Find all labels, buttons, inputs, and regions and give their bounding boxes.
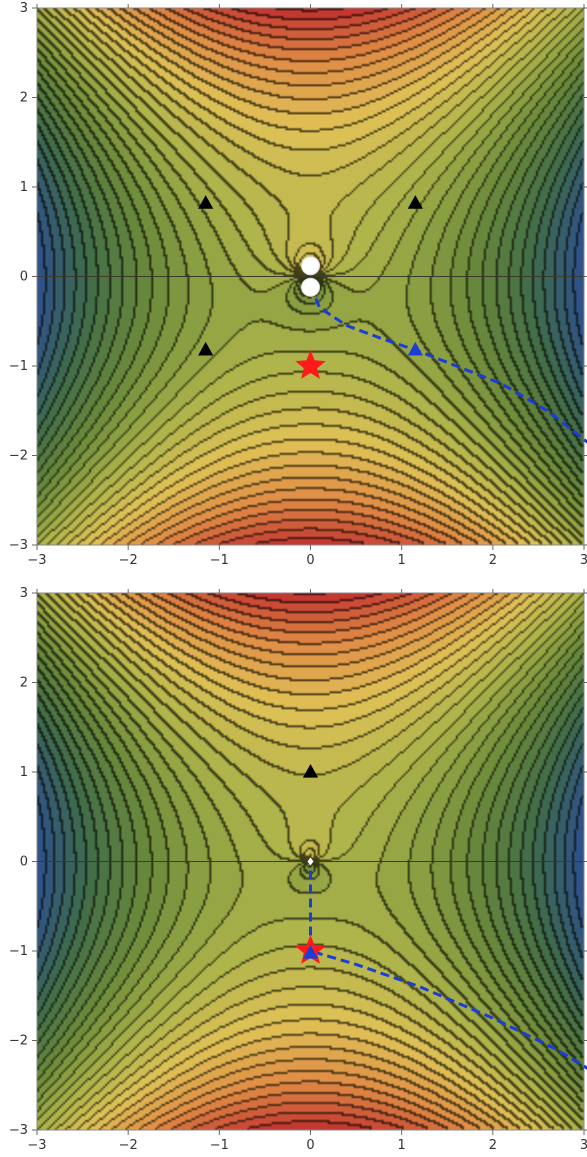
x-tick-label: 3 <box>580 1138 587 1153</box>
x-tick-label: 2 <box>489 553 497 568</box>
x-tick-label: 0 <box>306 1138 314 1153</box>
star-marker <box>295 350 326 379</box>
y-tick-label: −1 <box>9 359 28 374</box>
x-tick-label: 3 <box>580 553 587 568</box>
y-tick-label: −2 <box>9 449 28 464</box>
x-tick-label: 1 <box>398 1138 406 1153</box>
pole-marker <box>307 857 314 866</box>
x-tick-label: −3 <box>27 553 46 568</box>
x-tick-label: 2 <box>489 1138 497 1153</box>
saddle-marker <box>302 764 319 778</box>
y-tick-label: −3 <box>9 1123 28 1138</box>
y-tick-label: 2 <box>20 676 28 691</box>
x-tick-label: −1 <box>210 553 229 568</box>
pole-marker <box>301 277 320 297</box>
x-tick-label: 0 <box>306 553 314 568</box>
saddle-marker <box>198 341 214 356</box>
selected-saddle-marker <box>407 341 423 356</box>
contour-panel-top: −3 −2 −1 0 1 2 3 −3 −2 −1 0 1 2 3 <box>9 1 587 568</box>
y-tick-label: 3 <box>20 586 28 601</box>
x-tick-label: −2 <box>119 1138 138 1153</box>
contour-panel-bottom: −3 −2 −1 0 1 2 3 −3 −2 −1 0 1 2 3 <box>9 586 587 1153</box>
pole-marker <box>301 256 320 276</box>
y-tick-label: 3 <box>20 1 28 16</box>
selected-saddle-marker <box>302 945 319 959</box>
y-tick-label: −2 <box>9 1034 28 1049</box>
y-tick-label: 0 <box>20 270 28 285</box>
y-tick-label: 1 <box>20 180 28 195</box>
x-tick-label: −3 <box>27 1138 46 1153</box>
steepest-descent-path <box>309 870 587 1070</box>
y-tick-label: −1 <box>9 944 28 959</box>
y-tick-label: 2 <box>20 91 28 106</box>
x-tick-label: −2 <box>119 553 138 568</box>
x-tick-label: −1 <box>210 1138 229 1153</box>
x-tick-label: 1 <box>398 553 406 568</box>
saddle-marker <box>198 195 214 209</box>
y-tick-label: 1 <box>20 765 28 780</box>
saddle-marker <box>407 195 423 209</box>
y-tick-label: −3 <box>9 538 28 553</box>
y-tick-label: 0 <box>20 855 28 870</box>
